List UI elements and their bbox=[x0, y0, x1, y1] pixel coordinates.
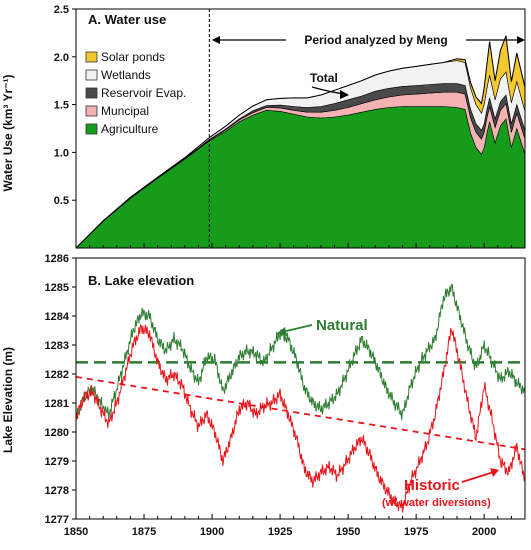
legend-swatch-agriculture bbox=[85, 123, 98, 135]
panel-b-y-tick-label: 1279 bbox=[45, 456, 69, 468]
legend-label-municipal: Muncipal bbox=[101, 104, 149, 118]
panel-a-y-tick-label: 2.0 bbox=[54, 52, 69, 64]
total-line bbox=[75, 35, 526, 249]
panel-b-frame bbox=[75, 257, 526, 520]
panel-b-x-tick-label: 1975 bbox=[404, 526, 428, 538]
panel-a-y-axis-label: Water Use (km³ Yr⁻¹) bbox=[1, 74, 15, 191]
panel-a-y-tick-label: 2.5 bbox=[54, 4, 69, 16]
panel-b-x-tick-label: 2000 bbox=[472, 526, 496, 538]
panel-b-x-ticks: 1850 1875 1900 1925 1950 1975 2000 bbox=[64, 514, 526, 538]
legend-label-solar: Solar ponds bbox=[101, 50, 165, 64]
historic-annotation: Historic (w/ water diversions) bbox=[382, 468, 499, 509]
historic-line bbox=[75, 324, 526, 513]
legend-label-reservoir: Reservoir Evap. bbox=[101, 86, 186, 100]
panel-b-y-tick-label: 1283 bbox=[45, 340, 69, 352]
panel-b-y-tick-label: 1280 bbox=[45, 427, 69, 439]
panel-b-y-ticks: 1277 1278 1279 1280 1281 1282 1283 1284 1285 1286 bbox=[45, 253, 76, 526]
period-annotation: Period analyzed by Meng bbox=[212, 33, 525, 47]
natural-arrow bbox=[281, 324, 313, 333]
legend-swatch-reservoir bbox=[85, 87, 98, 99]
historic-trend-line bbox=[75, 376, 526, 451]
panel-b-x-tick-label: 1925 bbox=[268, 526, 292, 538]
panel-a-y-tick-label: 1.0 bbox=[54, 147, 69, 159]
lake-elevation-lines bbox=[75, 283, 526, 513]
panel-b-y-tick-label: 1286 bbox=[45, 253, 69, 265]
panel-a-border bbox=[75, 8, 526, 249]
panel-a-title: A. Water use bbox=[88, 12, 166, 27]
natural-annotation: Natural bbox=[276, 317, 368, 336]
natural-label: Natural bbox=[316, 317, 368, 334]
panel-b-y-tick-label: 1277 bbox=[45, 514, 69, 526]
natural-line bbox=[75, 283, 526, 420]
panel-b-y-axis-label: Lake Elevation (m) bbox=[1, 347, 15, 453]
panel-b-y-tick-label: 1285 bbox=[45, 282, 69, 294]
period-arrow-right-head bbox=[517, 36, 525, 44]
panel-a-y-tick-label: 1.5 bbox=[54, 100, 69, 112]
legend-swatch-solar bbox=[85, 51, 98, 63]
legend-label-wetlands: Wetlands bbox=[101, 68, 151, 82]
legend-swatch-wetlands bbox=[85, 69, 98, 81]
total-arrow-head bbox=[340, 90, 349, 99]
legend-label-agriculture: Agriculture bbox=[101, 122, 159, 136]
panel-b-y-tick-label: 1284 bbox=[45, 311, 70, 323]
panel-b: 1277 1278 1279 1280 1281 1282 1283 1284 1285 1286… bbox=[1, 253, 526, 538]
historic-arrow bbox=[461, 471, 495, 483]
panel-a-y-ticks: 0.5 1.0 1.5 2.0 2.5 bbox=[54, 4, 76, 207]
historic-arrow-head bbox=[490, 468, 499, 477]
total-annotation: Total bbox=[310, 71, 349, 99]
panel-b-title: B. Lake elevation bbox=[88, 273, 194, 288]
legend-swatch-municipal bbox=[85, 105, 98, 117]
period-arrow-left-head bbox=[212, 36, 220, 44]
panel-a-frame bbox=[75, 8, 526, 249]
historic-sub-label: (w/ water diversions) bbox=[382, 497, 491, 509]
panel-a: 0.5 1.0 1.5 2.0 2.5 Water Use (km³ Yr⁻¹) A. … bbox=[1, 4, 526, 249]
panel-b-border bbox=[75, 257, 526, 520]
panel-b-y-tick-label: 1282 bbox=[45, 369, 69, 381]
panel-b-y-tick-label: 1281 bbox=[45, 398, 69, 410]
natural-arrow-head bbox=[276, 327, 287, 336]
historic-label: Historic bbox=[404, 477, 460, 494]
panel-b-x-tick-label: 1850 bbox=[64, 526, 88, 538]
total-label: Total bbox=[310, 71, 338, 85]
panel-a-y-tick-label: 0.5 bbox=[54, 195, 69, 207]
panel-b-x-tick-label: 1875 bbox=[132, 526, 156, 538]
panel-b-y-tick-label: 1278 bbox=[45, 485, 69, 497]
panel-b-x-tick-label: 1950 bbox=[336, 526, 360, 538]
panel-b-x-tick-label: 1900 bbox=[200, 526, 224, 538]
panel-a-legend: Solar ponds Wetlands Reservoir Evap. Mun… bbox=[85, 50, 186, 136]
period-label: Period analyzed by Meng bbox=[304, 33, 447, 47]
